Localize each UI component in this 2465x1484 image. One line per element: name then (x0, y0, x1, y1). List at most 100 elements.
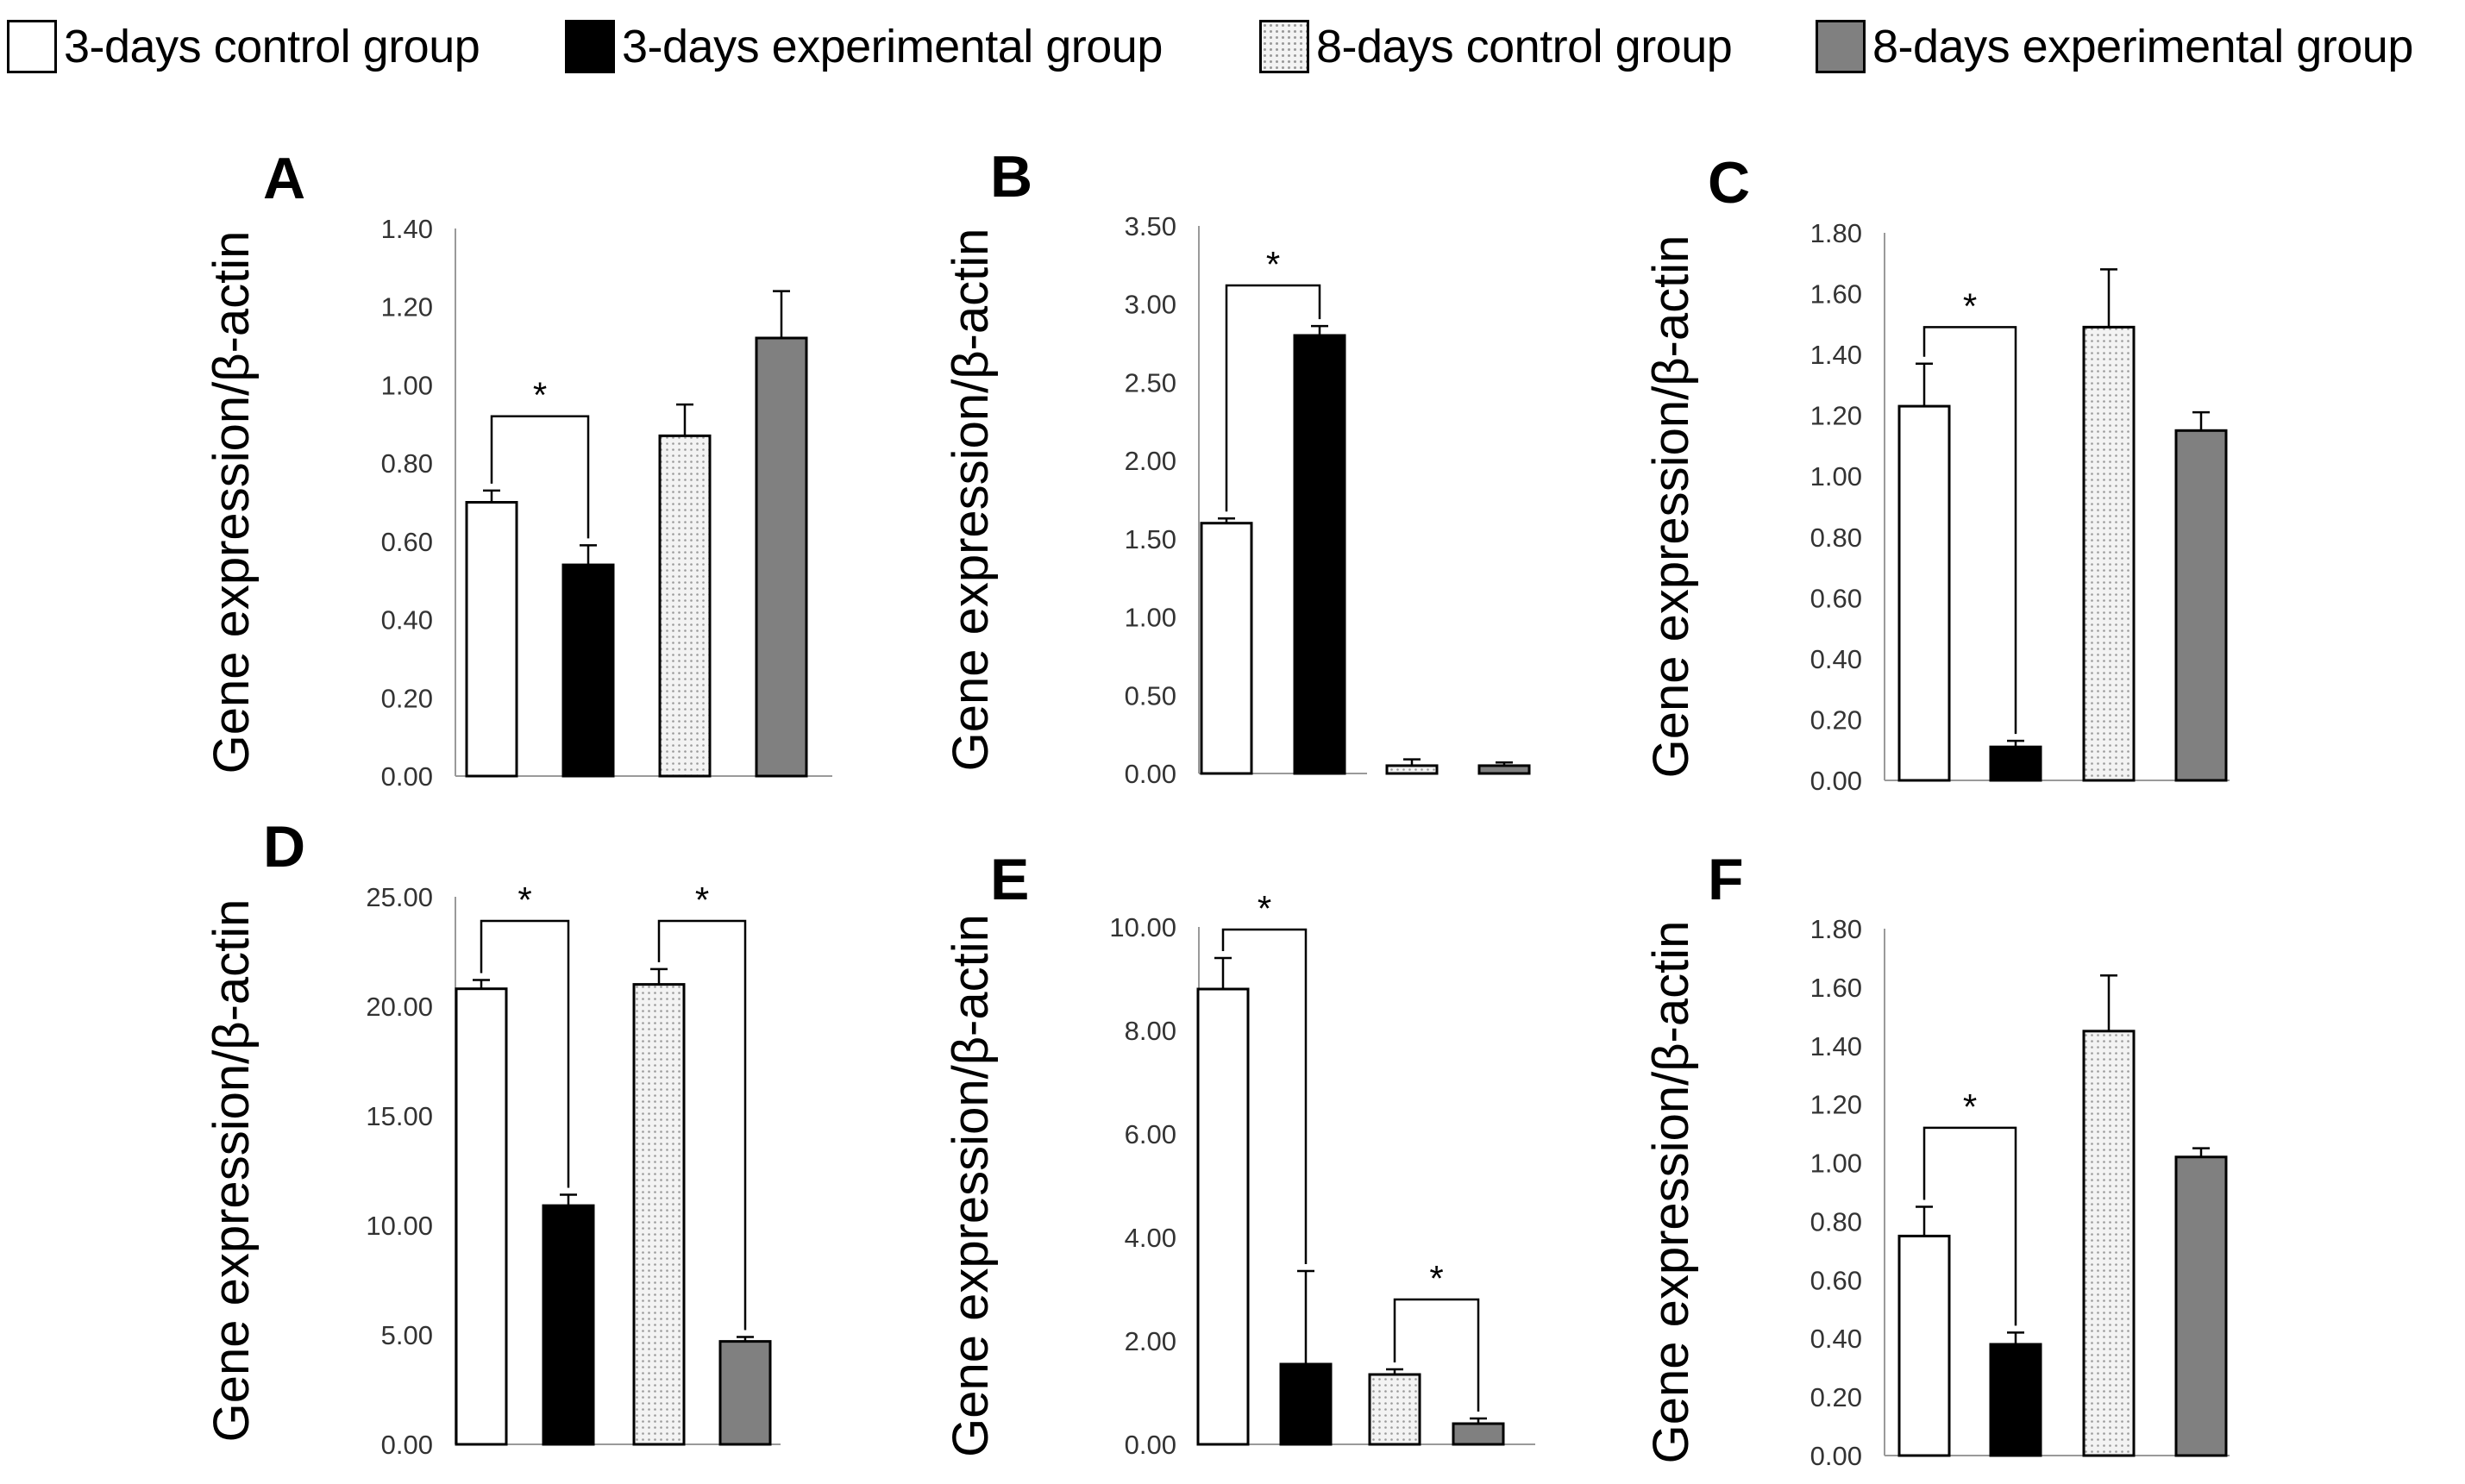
significance-star: * (1429, 1258, 1443, 1299)
y-tick-label: 2.50 (1125, 367, 1176, 398)
y-axis-label: Gene expression/β-actin (1643, 235, 1699, 779)
y-tick-label: 1.20 (1810, 401, 1862, 431)
panel-letter: B (990, 144, 1032, 210)
legend-label: 3-days control group (64, 21, 480, 72)
y-tick-label: 1.60 (1810, 279, 1862, 310)
bar-8d-control (2082, 1030, 2136, 1457)
significance-bracket (1221, 928, 1308, 1264)
bar-8d-experimental (2174, 1155, 2228, 1457)
significance-bracket (490, 415, 590, 539)
legend-label: 8-days control group (1316, 21, 1733, 72)
legend-swatch-black (565, 20, 615, 73)
significance-star: * (533, 375, 547, 416)
y-tick-label: 0.80 (1810, 1206, 1862, 1237)
y-tick-label: 1.40 (1810, 340, 1862, 370)
panel-letter: A (263, 146, 305, 211)
legend-item-3d-control: 3-days control group (7, 16, 480, 78)
y-tick-label: 1.00 (1810, 461, 1862, 492)
bar-3d-experimental (1989, 745, 2042, 782)
y-tick-label: 1.20 (1810, 1090, 1862, 1120)
bar-3d-control (1196, 987, 1250, 1446)
y-tick-label: 0.80 (1810, 523, 1862, 553)
y-tick-label: 1.40 (381, 214, 433, 244)
bar-8d-control (658, 434, 712, 778)
y-tick-label: 1.20 (381, 292, 433, 322)
y-tick-label: 0.80 (381, 448, 433, 479)
significance-bracket (1393, 1298, 1480, 1412)
bar-3d-control (455, 987, 508, 1446)
y-tick-label: 3.50 (1125, 211, 1176, 241)
y-tick-label: 0.50 (1125, 680, 1176, 711)
legend-swatch-grey (1816, 20, 1866, 73)
significance-star: * (1963, 1086, 1977, 1127)
y-tick-label: 0.40 (1810, 1324, 1862, 1354)
bar-3d-experimental (561, 563, 615, 778)
bar-3d-experimental (542, 1204, 595, 1446)
legend-item-3d-experimental: 3-days experimental group (565, 16, 1163, 78)
y-axis-label: Gene expression/β-actin (1643, 921, 1699, 1464)
bar-8d-experimental (755, 336, 808, 778)
bar-3d-experimental (1989, 1343, 2042, 1457)
significance-star: * (1258, 888, 1271, 929)
significance-star: * (695, 880, 709, 920)
legend-swatch-white (7, 20, 57, 73)
y-tick-label: 10.00 (366, 1211, 433, 1241)
y-tick-label: 0.40 (381, 605, 433, 636)
significance-bracket (1922, 326, 2017, 735)
y-tick-label: 0.60 (1810, 1265, 1862, 1295)
y-tick-label: 15.00 (366, 1101, 433, 1131)
legend-swatch-dotted (1259, 20, 1309, 73)
y-tick-label: 1.50 (1125, 524, 1176, 554)
bar-8d-control (632, 983, 686, 1446)
y-tick-label: 1.80 (1810, 914, 1862, 944)
bar-8d-control (2082, 325, 2136, 782)
bar-3d-experimental (1279, 1362, 1333, 1446)
y-tick-label: 0.00 (381, 1430, 433, 1460)
significance-bracket (657, 919, 747, 1331)
y-tick-label: 1.00 (381, 370, 433, 400)
bar-8d-experimental (1452, 1422, 1505, 1446)
y-tick-label: 5.00 (381, 1320, 433, 1350)
panel-letter: F (1708, 847, 1744, 912)
y-tick-label: 0.40 (1810, 644, 1862, 674)
significance-star: * (1963, 285, 1977, 326)
y-tick-label: 2.00 (1125, 1326, 1176, 1356)
y-tick-label: 8.00 (1125, 1016, 1176, 1046)
y-tick-label: 4.00 (1125, 1223, 1176, 1253)
y-tick-label: 0.00 (1125, 1430, 1176, 1460)
y-axis-label: Gene expression/β-actin (204, 899, 260, 1443)
legend-label: 8-days experimental group (1872, 21, 2413, 72)
bar-8d-experimental (2174, 429, 2228, 782)
y-tick-label: 0.20 (1810, 1382, 1862, 1412)
y-axis-label: Gene expression/β-actin (204, 231, 260, 774)
y-axis-label: Gene expression/β-actin (943, 914, 999, 1457)
panel-letter: C (1708, 150, 1750, 216)
significance-star: * (1266, 244, 1280, 285)
y-tick-label: 1.00 (1125, 603, 1176, 633)
y-tick-label: 1.80 (1810, 218, 1862, 248)
y-tick-label: 20.00 (366, 992, 433, 1022)
y-tick-label: 0.00 (381, 761, 433, 792)
bar-8d-control (1368, 1373, 1421, 1446)
significance-bracket (480, 919, 570, 1188)
bar-8d-control (1385, 764, 1439, 775)
legend-label: 3-days experimental group (622, 21, 1163, 72)
panel-letter: D (263, 814, 305, 880)
significance-star: * (517, 880, 531, 920)
panel-letter: E (990, 847, 1029, 912)
significance-bracket (1225, 284, 1321, 512)
legend: 3-days control group 3-days experimental… (0, 0, 2465, 112)
y-axis-label: Gene expression/β-actin (943, 229, 999, 772)
significance-bracket (1922, 1126, 2017, 1326)
bar-3d-control (1200, 522, 1253, 775)
bar-3d-experimental (1293, 334, 1346, 775)
bar-3d-control (1897, 1234, 1951, 1457)
y-tick-label: 0.00 (1810, 1441, 1862, 1471)
y-tick-label: 6.00 (1125, 1119, 1176, 1149)
y-tick-label: 1.60 (1810, 973, 1862, 1003)
y-tick-label: 0.60 (381, 527, 433, 557)
y-tick-label: 25.00 (366, 882, 433, 912)
y-tick-label: 0.00 (1810, 766, 1862, 796)
y-tick-label: 0.20 (381, 683, 433, 713)
